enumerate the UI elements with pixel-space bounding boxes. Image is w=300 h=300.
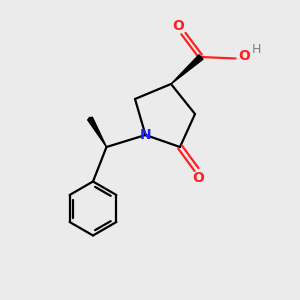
Polygon shape	[88, 117, 106, 147]
Text: N: N	[140, 128, 151, 142]
Text: H: H	[252, 43, 261, 56]
Text: O: O	[172, 19, 184, 32]
Text: O: O	[192, 172, 204, 185]
Text: O: O	[238, 49, 250, 63]
Polygon shape	[171, 55, 203, 84]
